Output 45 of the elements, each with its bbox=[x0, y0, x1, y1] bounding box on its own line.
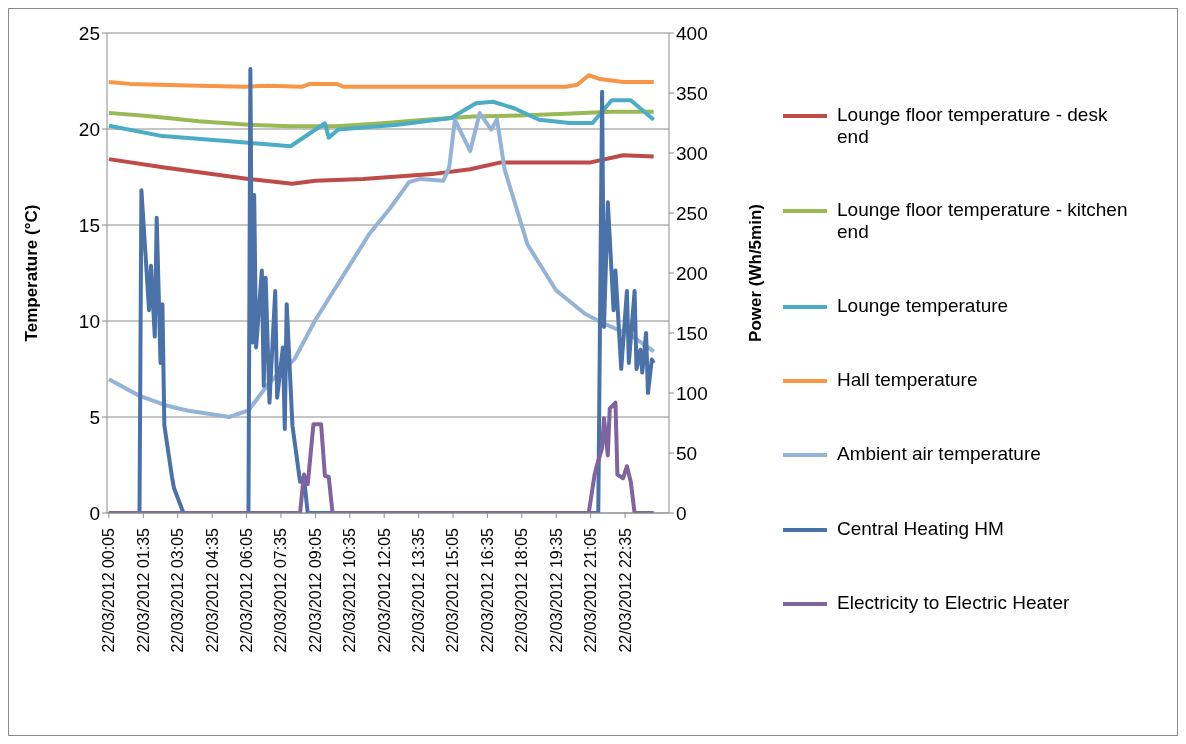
x-tick-label: 22/03/2012 00:05 bbox=[100, 527, 118, 653]
y2-tick-label: 150 bbox=[676, 322, 708, 344]
y2-tick-label: 300 bbox=[676, 142, 708, 164]
x-tick-label: 22/03/2012 01:35 bbox=[134, 527, 152, 653]
y2-tick-label: 250 bbox=[676, 202, 708, 224]
legend-label: Electricity to Electric Heater bbox=[837, 591, 1071, 614]
y-tick-label: 10 bbox=[78, 310, 100, 332]
x-tick-label: 22/03/2012 12:05 bbox=[375, 527, 393, 653]
legend-label: Hall temperature bbox=[837, 368, 979, 391]
x-tick-label: 22/03/2012 22:35 bbox=[616, 527, 634, 653]
x-tick-label: 22/03/2012 21:05 bbox=[582, 527, 600, 653]
line-series bbox=[107, 153, 656, 186]
x-tick-label: 22/03/2012 07:35 bbox=[272, 527, 290, 653]
line-series bbox=[107, 73, 656, 89]
x-tick-label: 22/03/2012 04:35 bbox=[203, 527, 221, 653]
y-tick-label: 15 bbox=[78, 214, 100, 236]
x-tick-label: 22/03/2012 09:05 bbox=[306, 527, 324, 653]
y2-axis-title: Power (Wh/5min) bbox=[746, 204, 766, 342]
y2-tick-label: 200 bbox=[676, 262, 708, 284]
y2-tick-label: 400 bbox=[676, 22, 708, 44]
x-tick-label: 22/03/2012 10:35 bbox=[341, 527, 359, 653]
y2-tick-label: 100 bbox=[676, 382, 708, 404]
x-tick-label: 22/03/2012 16:35 bbox=[478, 527, 496, 653]
x-tick-label: 22/03/2012 19:35 bbox=[547, 527, 565, 653]
y-tick-label: 20 bbox=[78, 118, 100, 140]
x-tick-label: 22/03/2012 13:35 bbox=[410, 527, 428, 653]
x-tick-label: 22/03/2012 03:05 bbox=[169, 527, 187, 653]
legend-label: Lounge floor temperature - kitchen end bbox=[837, 199, 1129, 244]
x-tick-label: 22/03/2012 06:05 bbox=[238, 527, 256, 653]
y2-tick-label: 0 bbox=[676, 502, 687, 524]
line-series bbox=[107, 111, 656, 419]
y-tick-label: 0 bbox=[89, 502, 100, 524]
x-tick-label: 22/03/2012 18:05 bbox=[513, 527, 531, 653]
legend-label: Central Heating HM bbox=[837, 517, 1005, 540]
y-tick-label: 5 bbox=[89, 406, 100, 428]
line-series bbox=[107, 98, 656, 149]
legend-label: Lounge temperature bbox=[837, 294, 1010, 317]
x-tick-label: 22/03/2012 15:05 bbox=[444, 527, 462, 653]
y-tick-label: 25 bbox=[78, 22, 100, 44]
y2-tick-label: 350 bbox=[676, 82, 708, 104]
legend-label: Lounge floor temperature - desk end bbox=[837, 104, 1109, 148]
y-axis-title: Temperature (°C) bbox=[22, 204, 42, 342]
line-series bbox=[107, 400, 656, 513]
legend-label: Ambient air temperature bbox=[837, 443, 1042, 466]
y2-tick-label: 50 bbox=[676, 442, 698, 464]
